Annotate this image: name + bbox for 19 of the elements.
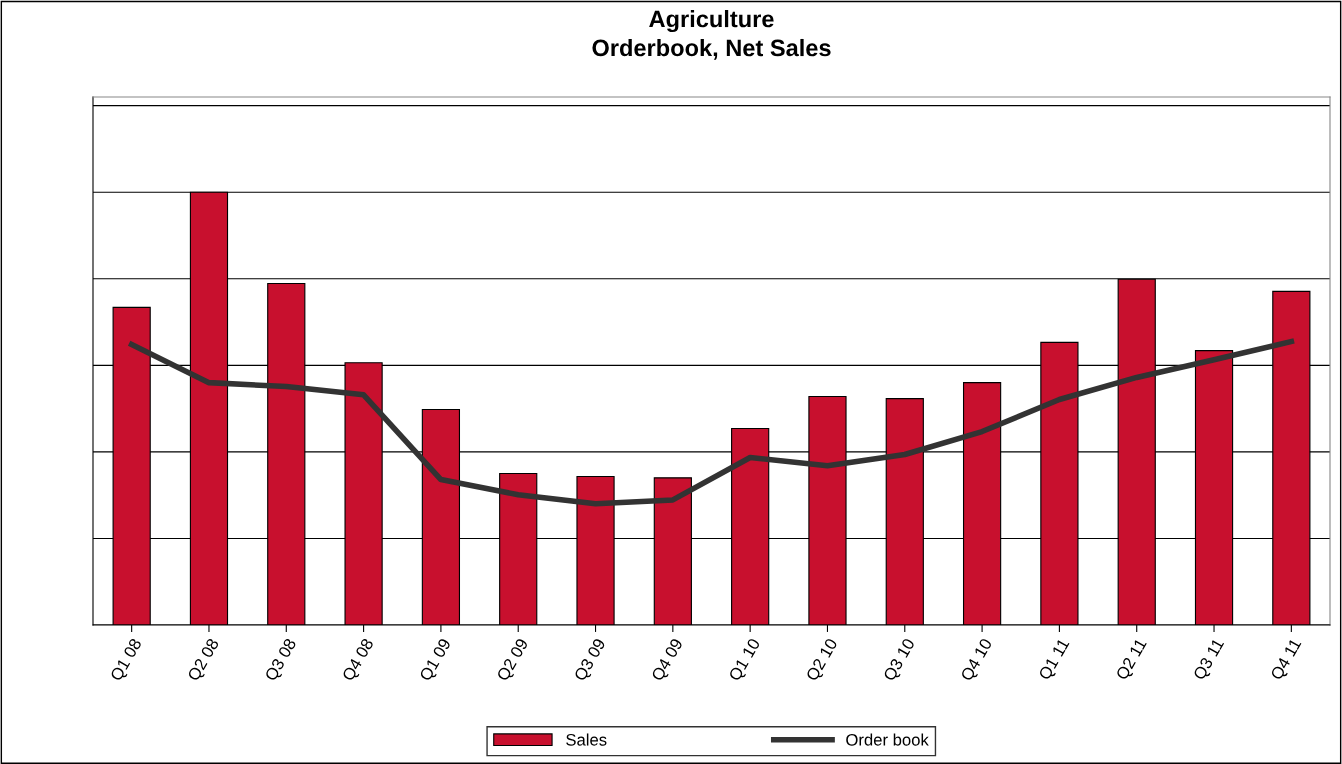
x-tick-label: Q2 08: [187, 637, 222, 684]
x-tick-label: Q3 10: [882, 637, 918, 684]
x-tick-label: Q1 09: [418, 637, 454, 684]
x-tick-label: Q4 11: [1270, 637, 1305, 682]
x-tick-label: Q2 11: [1115, 637, 1150, 682]
x-tick-label: Q4 09: [650, 637, 686, 684]
legend-label: Sales: [566, 733, 607, 746]
x-tick-label: Q1 10: [728, 637, 764, 684]
chart-title: Agriculture Orderbook, Net Sales: [592, 10, 831, 60]
x-tick-label: Q3 08: [264, 637, 300, 684]
x-tick-label: Q1 11: [1038, 637, 1073, 682]
x-tick-label: Q4 08: [341, 637, 377, 684]
x-tick-label: Q4 10: [960, 637, 995, 684]
x-tick-label: Q3 09: [573, 637, 609, 684]
x-tick-label: Q1 08: [109, 637, 145, 684]
x-tick-label: Q2 10: [805, 637, 841, 684]
x-tick-label: Q3 11: [1192, 637, 1227, 682]
legend-label: Order book: [846, 733, 929, 746]
x-tick-label: Q2 09: [496, 637, 532, 684]
